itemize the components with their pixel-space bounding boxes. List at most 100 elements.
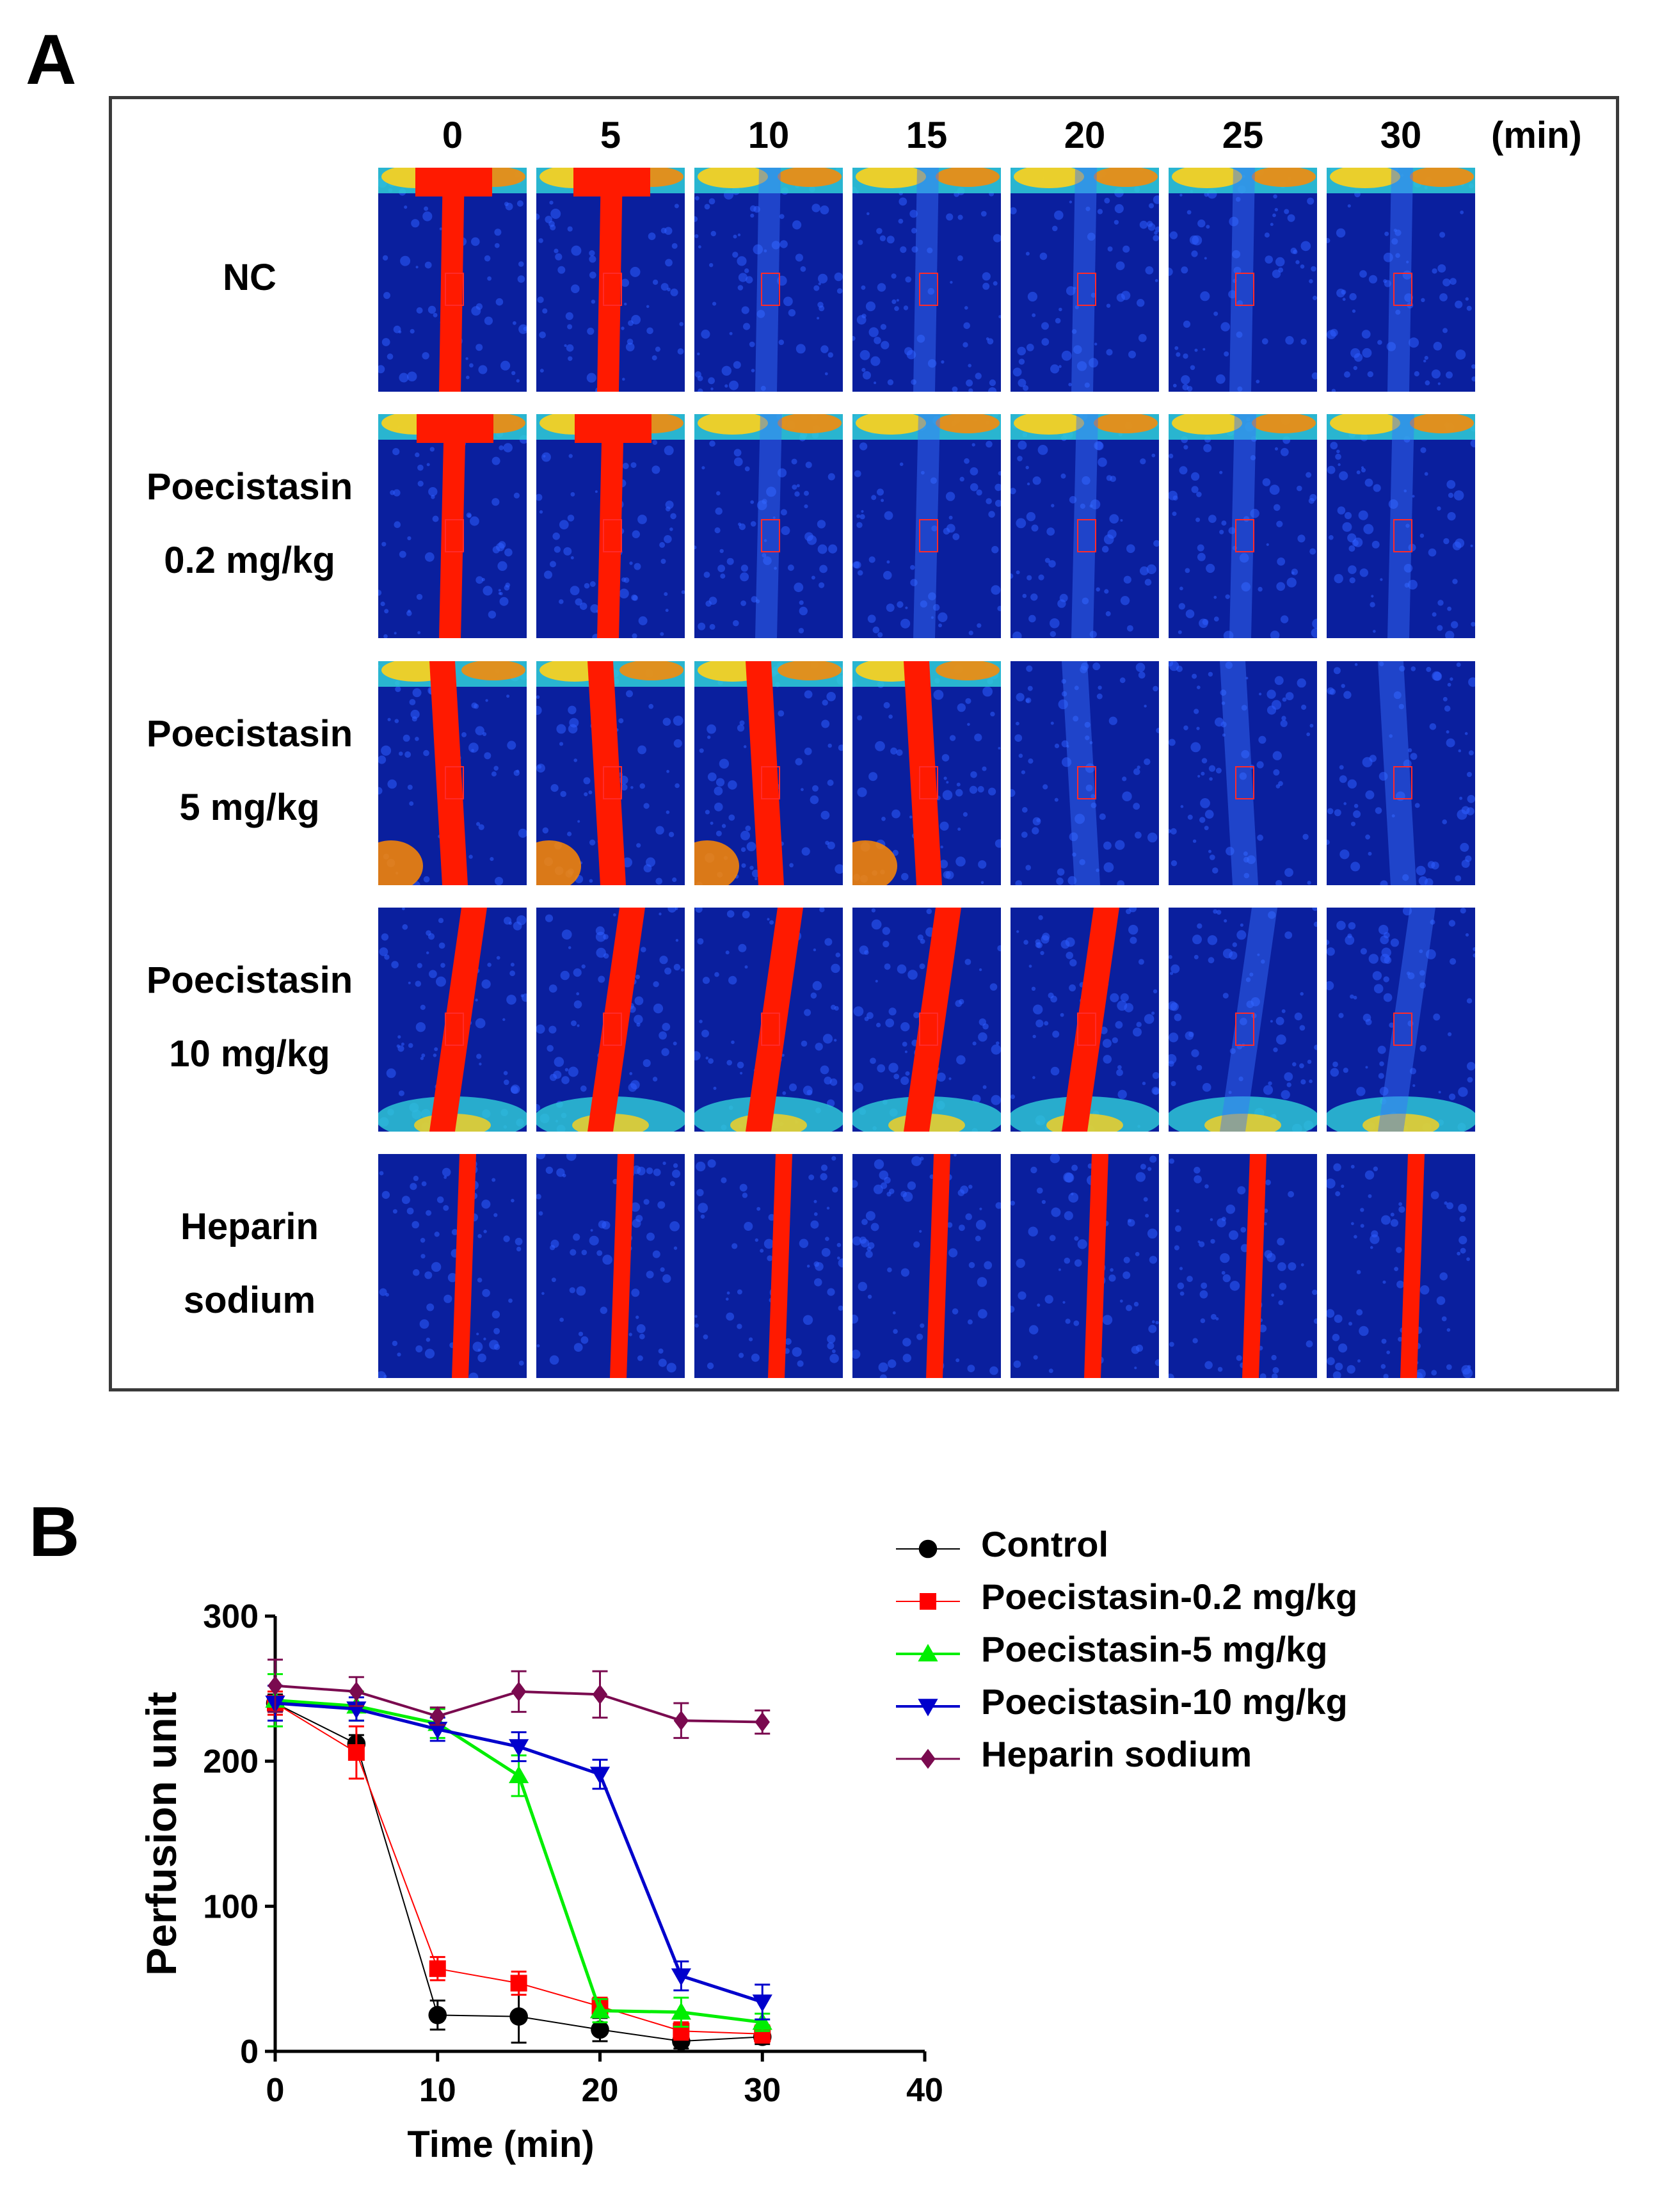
legend-item: Poecistasin-10 mg/kg: [893, 1681, 1533, 1732]
data-point: [671, 2002, 691, 2020]
panel-a-letter: A: [26, 20, 77, 99]
data-point: [591, 2020, 609, 2039]
row-label-line: NC: [223, 256, 276, 298]
perfusion-image: [536, 414, 685, 638]
perfusion-image: [1327, 661, 1475, 885]
time-label: 15: [906, 115, 948, 156]
data-point: [430, 1706, 445, 1726]
y-tick-label: 0: [240, 2033, 259, 2071]
perfusion-image: [1011, 1154, 1159, 1378]
data-point: [673, 1710, 689, 1731]
time-label: 0: [442, 115, 463, 156]
perfusion-image: [1327, 1154, 1475, 1378]
legend-swatch: [896, 1749, 960, 1769]
perfusion-image: [1327, 908, 1475, 1132]
row-label-line: Heparin: [180, 1206, 319, 1247]
panel-b-letter: B: [29, 1493, 80, 1571]
data-point: [752, 2012, 772, 2030]
row-label-line: sodium: [183, 1279, 316, 1321]
row-label: Poecistasin 10 mg/kg: [122, 962, 378, 1109]
row-label: Heparin sodium: [122, 1208, 378, 1356]
data-point: [429, 1960, 446, 1977]
row-label-line: 10 mg/kg: [169, 1033, 330, 1075]
perfusion-image: [536, 1154, 685, 1378]
x-axis-label: Time (min): [407, 2124, 594, 2165]
perfusion-image: [378, 908, 527, 1132]
perfusion-image: [1327, 414, 1475, 638]
time-label: 25: [1222, 115, 1264, 156]
legend-label: Poecistasin-10 mg/kg: [981, 1681, 1348, 1722]
data-point: [349, 1681, 364, 1702]
legend-marker: [918, 1644, 938, 1662]
x-tick-label: 0: [266, 2072, 285, 2109]
row-label-line: Poecistasin: [146, 466, 353, 508]
data-point: [509, 1739, 529, 1757]
perfusion-image: [852, 661, 1001, 885]
perfusion-image: [694, 168, 843, 392]
data-point: [671, 1968, 691, 1986]
perfusion-image: [852, 908, 1001, 1132]
row-label: Poecistasin 5 mg/kg: [122, 716, 378, 863]
perfusion-image: [1169, 168, 1317, 392]
row-label: Poecistasin 0.2 mg/kg: [122, 469, 378, 616]
data-point: [752, 1994, 772, 2012]
y-tick-label: 200: [203, 1743, 259, 1781]
row-label-line: Poecistasin: [146, 713, 353, 755]
data-point: [592, 1684, 608, 1704]
data-point: [511, 1681, 527, 1702]
legend-marker: [918, 1699, 938, 1717]
perfusion-image: [852, 414, 1001, 638]
legend-marker: [918, 1539, 938, 1559]
legend-marker: [920, 1749, 936, 1769]
perfusion-image: [1169, 414, 1317, 638]
perfusion-image: [694, 908, 843, 1132]
perfusion-image: [852, 168, 1001, 392]
legend-label: Poecistasin-0.2 mg/kg: [981, 1576, 1358, 1617]
data-point: [589, 1767, 611, 1784]
time-label: 10: [747, 115, 790, 156]
data-point: [510, 1975, 527, 1992]
x-tick-label: 30: [744, 2072, 781, 2109]
legend-item: Poecistasin-5 mg/kg: [893, 1628, 1533, 1679]
perfusion-image: [852, 1154, 1001, 1378]
perfusion-image: [1011, 661, 1159, 885]
y-tick-label: 300: [203, 1598, 259, 1635]
time-label: 5: [600, 115, 621, 156]
perfusion-image: [378, 1154, 527, 1378]
time-label: 30: [1380, 115, 1422, 156]
x-tick-label: 10: [419, 2072, 456, 2109]
perfusion-chart: 0 10 20 30 40 0 100 200 300 Time (min) Perfusion u…: [138, 1598, 943, 2165]
perfusion-image: [694, 1154, 843, 1378]
perfusion-image: [1011, 908, 1159, 1132]
legend-marker: [920, 1593, 936, 1610]
data-point: [589, 2000, 611, 2019]
perfusion-image: [536, 168, 685, 392]
time-unit-label: (min): [1491, 115, 1582, 156]
legend-item: Control: [893, 1523, 1533, 1575]
perfusion-image: [1011, 168, 1159, 392]
perfusion-image: [536, 908, 685, 1132]
legend-swatch: [896, 1644, 960, 1662]
perfusion-image: [1169, 1154, 1317, 1378]
legend-label: Control: [981, 1524, 1109, 1564]
data-point: [427, 1722, 448, 1740]
row-label: NC: [122, 259, 378, 333]
legend-label: Heparin sodium: [981, 1734, 1252, 1774]
perfusion-image: [1169, 908, 1317, 1132]
row-label-line: 0.2 mg/kg: [164, 540, 335, 581]
y-tick-label: 100: [203, 1888, 259, 1925]
row-label-line: Poecistasin: [146, 959, 353, 1001]
row-label-line: 5 mg/kg: [179, 787, 320, 828]
x-tick-label: 20: [582, 2072, 619, 2109]
panel-a-frame: [109, 96, 1619, 1391]
y-axis-label: Perfusion unit: [138, 1692, 185, 1976]
data-point: [268, 1676, 283, 1696]
series-heparin-sodium: [268, 1658, 771, 1739]
time-label: 20: [1064, 115, 1106, 156]
data-point: [509, 1765, 529, 1784]
legend-swatch: [896, 1593, 960, 1610]
perfusion-image: [694, 661, 843, 885]
perfusion-image: [1011, 414, 1159, 638]
legend-swatch: [896, 1699, 960, 1717]
legend-swatch: [896, 1539, 960, 1559]
